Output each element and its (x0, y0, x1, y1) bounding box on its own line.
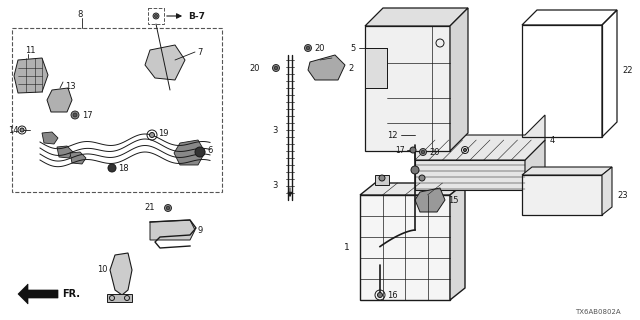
Text: 20: 20 (250, 63, 260, 73)
Text: 14: 14 (8, 125, 19, 134)
Bar (107, 294, 132, 302)
Text: 18: 18 (118, 164, 129, 172)
Polygon shape (150, 220, 195, 240)
Circle shape (20, 128, 24, 132)
Polygon shape (522, 167, 612, 175)
Circle shape (153, 13, 159, 19)
Circle shape (275, 66, 278, 70)
Circle shape (71, 111, 79, 119)
Text: 3: 3 (272, 180, 277, 189)
Text: 22: 22 (622, 66, 632, 75)
Text: 10: 10 (97, 266, 108, 275)
Text: 17: 17 (82, 110, 93, 119)
Circle shape (150, 132, 154, 138)
Text: 23: 23 (617, 190, 628, 199)
Circle shape (378, 292, 383, 298)
Text: 17: 17 (395, 146, 404, 155)
Text: 6: 6 (207, 146, 212, 155)
Circle shape (273, 65, 280, 71)
Circle shape (166, 206, 170, 210)
Text: 21: 21 (145, 203, 155, 212)
Text: B-7: B-7 (188, 12, 205, 20)
Bar (12, 28, 222, 192)
Circle shape (463, 148, 467, 151)
Text: 8: 8 (77, 10, 83, 19)
Polygon shape (365, 48, 387, 88)
Polygon shape (42, 132, 58, 144)
Polygon shape (602, 167, 612, 215)
Text: FR.: FR. (62, 289, 80, 299)
Bar (148, 8, 164, 24)
Bar (522, 175, 602, 215)
Polygon shape (174, 140, 205, 165)
Bar (415, 175, 429, 185)
Polygon shape (110, 253, 132, 295)
Polygon shape (57, 146, 73, 158)
Text: TX6AB0802A: TX6AB0802A (575, 309, 621, 315)
Text: 12: 12 (387, 131, 397, 140)
Polygon shape (450, 183, 465, 300)
Text: 1: 1 (344, 243, 349, 252)
Text: 16: 16 (387, 291, 397, 300)
Text: 7: 7 (197, 47, 202, 57)
Polygon shape (145, 45, 185, 80)
Text: 15: 15 (448, 196, 458, 204)
Circle shape (164, 204, 172, 212)
Text: 19: 19 (158, 129, 168, 138)
Circle shape (411, 166, 419, 174)
Text: 3: 3 (272, 125, 277, 134)
Circle shape (195, 147, 205, 157)
Circle shape (73, 113, 77, 117)
Text: 4: 4 (550, 135, 556, 145)
Circle shape (421, 150, 425, 154)
Polygon shape (365, 8, 468, 26)
Polygon shape (70, 152, 86, 164)
Text: 20: 20 (314, 44, 324, 52)
Polygon shape (415, 160, 525, 190)
Circle shape (154, 14, 157, 18)
Polygon shape (525, 140, 545, 190)
Bar (375, 175, 389, 185)
Circle shape (419, 175, 425, 181)
Polygon shape (415, 188, 445, 212)
Text: 9: 9 (198, 226, 204, 235)
Bar (365, 26, 450, 151)
Circle shape (108, 164, 116, 172)
Polygon shape (18, 284, 58, 304)
Polygon shape (360, 183, 465, 195)
Polygon shape (47, 88, 72, 112)
Polygon shape (415, 115, 545, 160)
Circle shape (305, 44, 312, 52)
Polygon shape (14, 58, 48, 93)
Text: 5: 5 (350, 44, 355, 52)
Circle shape (410, 147, 416, 153)
Bar (522, 25, 602, 137)
Polygon shape (450, 8, 468, 151)
Circle shape (307, 46, 310, 50)
Bar (360, 195, 450, 300)
Text: 13: 13 (65, 82, 76, 91)
Polygon shape (308, 55, 345, 80)
Text: 11: 11 (25, 45, 35, 54)
Circle shape (419, 148, 426, 156)
Text: 20: 20 (429, 148, 440, 156)
Text: 2: 2 (348, 63, 353, 73)
Circle shape (379, 175, 385, 181)
Polygon shape (415, 140, 545, 160)
